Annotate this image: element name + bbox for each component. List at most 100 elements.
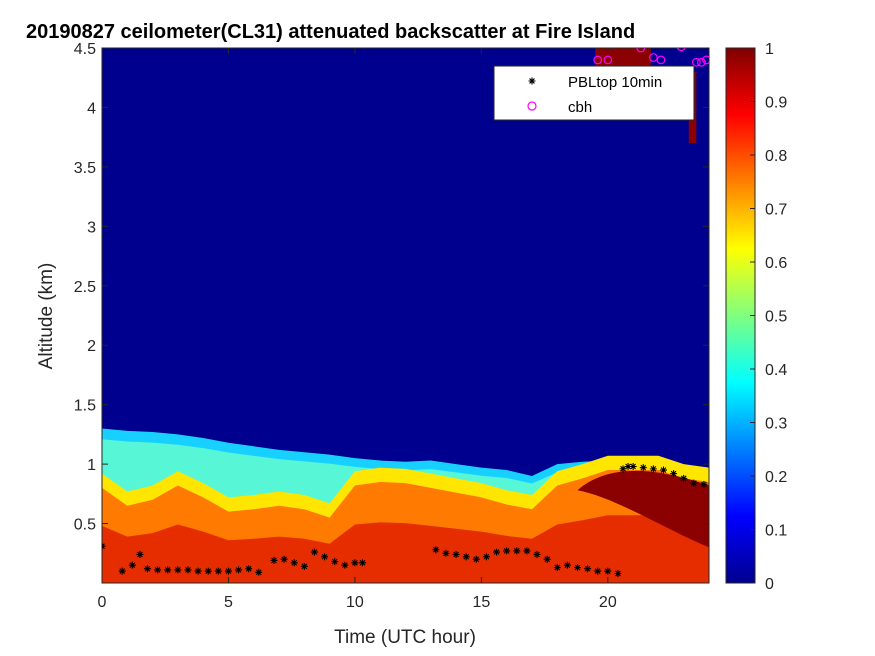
x-tick-label: 10 — [346, 594, 364, 611]
pbltop-marker — [594, 567, 602, 575]
pbltop-marker — [184, 566, 192, 574]
legend-label-cbh: cbh — [568, 99, 592, 116]
pbltop-marker — [224, 567, 232, 575]
cbh-marker — [593, 55, 603, 65]
pbltop-marker — [118, 567, 126, 575]
pbltop-marker — [144, 565, 152, 573]
series-markers — [102, 48, 709, 577]
pbltop-marker — [300, 562, 308, 570]
pbltop-marker — [194, 567, 202, 575]
colorbar-ticks: 0 0.1 0.2 0.3 0.4 0.5 0.6 0.7 0.8 0.9 1 — [750, 41, 787, 593]
y-tick-label: 2.5 — [74, 279, 96, 296]
legend: PBLtop 10min cbh — [493, 65, 695, 121]
colorbar-tick-label: 0.9 — [765, 95, 787, 112]
y-tick-label: 3.5 — [74, 160, 96, 177]
colorbar-tick-label: 0.8 — [765, 148, 787, 165]
y-axis: 0.5 1 1.5 2 2.5 3 3.5 4 4.5 — [74, 41, 709, 534]
colorbar-tick-label: 0 — [765, 576, 774, 593]
y-tick-label: 2 — [87, 338, 96, 355]
cbh-marker — [603, 55, 613, 65]
pbltop-marker — [136, 550, 144, 558]
pbltop-marker — [670, 470, 678, 478]
colorbar: 0 0.1 0.2 0.3 0.4 0.5 0.6 0.7 0.8 0.9 1 — [725, 41, 787, 593]
colorbar-tick-label: 0.4 — [765, 362, 787, 379]
legend-label-pbltop: PBLtop 10min — [568, 74, 662, 91]
pbltop-marker — [235, 566, 243, 574]
pbltop-marker — [462, 553, 470, 561]
pbltop-marker — [255, 568, 263, 576]
pbltop-marker — [513, 547, 521, 555]
legend-star — [528, 77, 536, 85]
y-tick-label: 4.5 — [74, 41, 96, 58]
y-tick-label: 3 — [87, 219, 96, 236]
pbltop-marker — [690, 479, 698, 487]
y-tick-label: 1 — [87, 457, 96, 474]
pbltop-marker — [154, 566, 162, 574]
pbltop-marker — [563, 561, 571, 569]
pbltop-marker — [432, 546, 440, 554]
y-tick-label: 1.5 — [74, 398, 96, 415]
x-axis: 0 5 10 15 20 — [98, 48, 617, 611]
x-tick-label: 0 — [98, 594, 107, 611]
legend-marker-pbltop — [528, 77, 536, 85]
cbh-marker — [656, 55, 666, 65]
colorbar-tick-label: 0.5 — [765, 309, 787, 326]
colorbar-tick-label: 0.3 — [765, 416, 787, 433]
pbltop-marker — [649, 465, 657, 473]
saturated-region — [577, 470, 709, 548]
cbh-marker — [691, 57, 701, 67]
pbltop-marker — [700, 480, 708, 488]
pbltop-marker — [604, 567, 612, 575]
pbltop-marker — [214, 567, 222, 575]
pbltop-marker — [639, 464, 647, 472]
legend-marker-cbh — [527, 101, 537, 111]
pbltop-marker — [629, 462, 637, 470]
colorbar-tick-label: 0.6 — [765, 255, 787, 272]
pbltop-marker — [245, 565, 253, 573]
pbltop-marker — [442, 549, 450, 557]
colorbar-tick-label: 1 — [765, 41, 774, 58]
cbh-marker — [676, 48, 686, 52]
colorbar-tick-label: 0.7 — [765, 202, 787, 219]
pbltop-marker — [680, 474, 688, 482]
pbltop-marker — [553, 564, 561, 572]
plot-area: 0 5 10 15 20 0.5 1 1.5 2 2.5 3 3.5 4 4.5 — [74, 41, 710, 611]
pbltop-marker — [310, 548, 318, 556]
pbltop-marker — [452, 550, 460, 558]
pbltop-marker — [533, 550, 541, 558]
x-tick-label: 5 — [224, 594, 233, 611]
cbh-marker — [636, 48, 646, 53]
pbltop-marker — [280, 555, 288, 563]
colorbar-tick-label: 0.2 — [765, 469, 787, 486]
pbltop-marker — [573, 564, 581, 572]
pbltop-marker — [493, 548, 501, 556]
pbltop-marker — [503, 547, 511, 555]
pbltop-marker — [472, 555, 480, 563]
x-tick-label: 15 — [472, 594, 490, 611]
pbltop-marker — [351, 559, 359, 567]
pbltop-marker — [174, 566, 182, 574]
pbltop-marker — [321, 553, 329, 561]
pbltop-marker — [270, 556, 278, 564]
pbltop-marker — [584, 565, 592, 573]
chart-title: 20190827 ceilometer(CL31) attenuated bac… — [26, 21, 635, 43]
cbh-marker — [697, 57, 706, 67]
cbh-marker — [648, 53, 658, 62]
cbh-marker — [702, 55, 709, 65]
pbltop-marker — [331, 558, 339, 566]
pbltop-marker — [624, 462, 632, 470]
pbltop-marker — [543, 555, 551, 563]
pbltop-marker — [359, 559, 367, 567]
y-tick-label: 4 — [87, 100, 96, 117]
pbltop-marker — [164, 566, 172, 574]
pbltop-marker — [204, 567, 212, 575]
plot-frame — [101, 47, 710, 584]
x-axis-label: Time (UTC hour) — [334, 627, 476, 648]
pbltop-marker — [523, 547, 531, 555]
x-tick-label: 20 — [599, 594, 617, 611]
y-tick-label: 0.5 — [74, 517, 96, 534]
pbltop-marker — [659, 466, 667, 474]
pbltop-marker — [614, 569, 622, 577]
y-axis-label: Altitude (km) — [36, 263, 57, 370]
